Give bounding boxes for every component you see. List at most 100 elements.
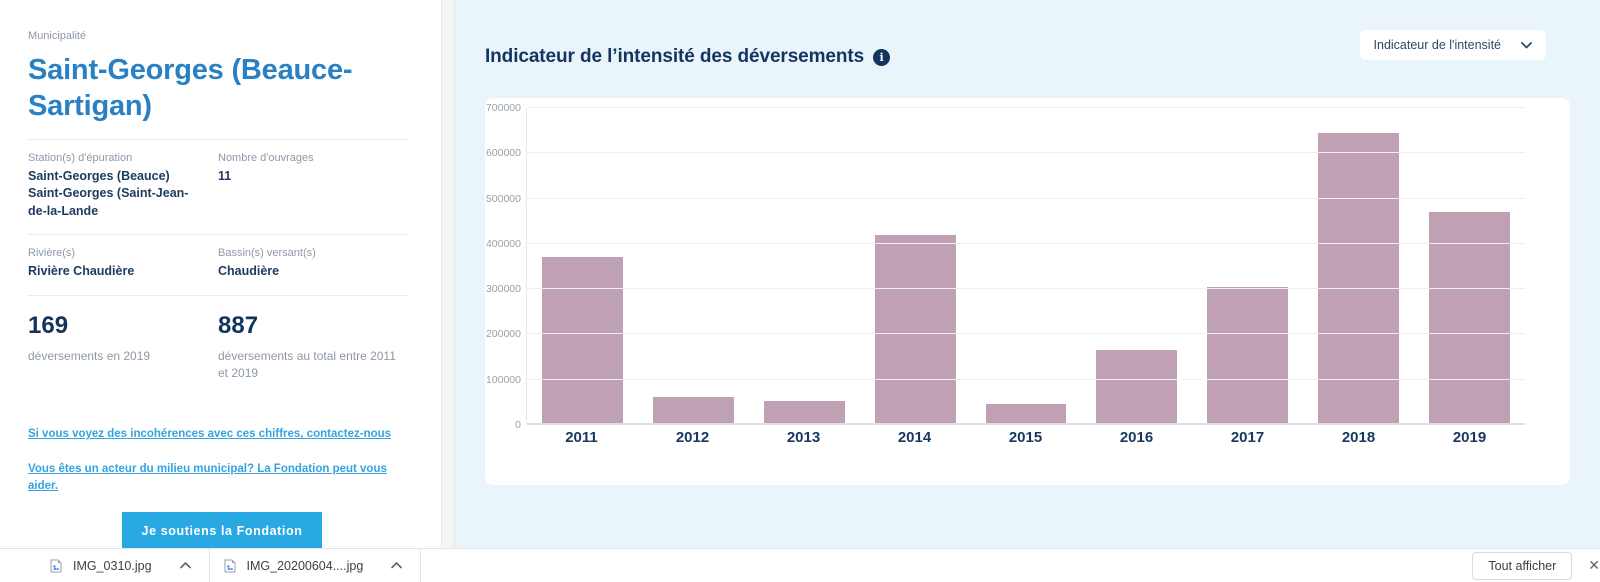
field-label: Station(s) d'épuration [28, 151, 133, 164]
download-item[interactable]: IMG_0310.jpg [36, 549, 210, 582]
gridline [527, 107, 1525, 108]
bars [527, 108, 1525, 425]
bar-2014[interactable] [874, 234, 956, 425]
bar-2011[interactable] [541, 257, 623, 425]
municipality-panel: Municipalité Saint-Georges (Beauce-Sarti… [0, 0, 441, 548]
municipality-label: Municipalité [28, 30, 87, 42]
show-all-downloads-button[interactable]: Tout afficher [1472, 551, 1573, 580]
divider [28, 234, 408, 235]
gridline [527, 423, 1525, 425]
support-foundation-button[interactable]: Je soutiens la Fondation [122, 512, 322, 548]
chevron-down-icon [1521, 41, 1532, 49]
bar-slot [1192, 108, 1303, 425]
gridline [527, 378, 1525, 380]
main-content: Municipalité Saint-Georges (Beauce-Sarti… [0, 0, 1600, 548]
x-tick-label: 2011 [565, 429, 598, 446]
gridline [527, 242, 1525, 244]
downloads-bar: IMG_0310.jpg IMG_20200604....jpg Tout af… [0, 548, 1600, 582]
stats-row: 169 déversements en 2019 887 déversement… [28, 312, 408, 383]
close-icon[interactable]: ✕ [1588, 557, 1600, 573]
bar-slot [527, 108, 638, 425]
field-bassins: Bassin(s) versant(s) Chaudière [218, 247, 408, 281]
field-value: Rivière Chaudière [28, 264, 135, 278]
bar-slot [971, 108, 1082, 425]
municipality-name: Saint-Georges (Beauce-Sartigan) [28, 54, 353, 123]
y-axis: 0 100000 200000 300000 400000 500000 600000 700… [485, 102, 523, 431]
field-label: Nombre d'ouvrages [218, 151, 314, 164]
x-tick-label: 2014 [897, 429, 932, 446]
x-axis: 2011 2012 2013 2014 2015 2016 2017 2018 2019 [526, 429, 1525, 449]
stat-total: 887 déversements au total entre 2011 et … [218, 312, 408, 383]
info-circle-icon[interactable]: i [873, 48, 891, 66]
x-tick-label: 2013 [786, 429, 821, 446]
bar-slot [1081, 108, 1192, 425]
x-tick-label: 2019 [1452, 429, 1487, 446]
municipal-actor-link[interactable]: Vous êtes un acteur du milieu municipal?… [28, 462, 387, 492]
divider [28, 294, 408, 296]
stat-value: 169 [28, 311, 69, 339]
y-tick-label: 200000 [485, 328, 521, 341]
download-filename: IMG_20200604....jpg [246, 558, 364, 573]
field-value: Chaudière [218, 264, 280, 278]
x-tick-label: 2017 [1230, 429, 1265, 446]
chart-panel: Indicateur de l'intensité Indicateur de … [455, 0, 1600, 548]
plot-area [526, 107, 1525, 425]
field-label: Bassin(s) versant(s) [218, 247, 316, 259]
y-tick-label: 500000 [485, 192, 521, 205]
x-tick-label: 2018 [1341, 429, 1376, 446]
image-file-icon [50, 559, 62, 573]
scrollbar[interactable] [441, 0, 455, 548]
bar-slot [749, 108, 860, 425]
fields-row-1: Station(s) d'épuration Saint-Georges (Be… [28, 152, 408, 221]
x-tick-label: 2012 [675, 429, 710, 446]
bar-slot [860, 108, 971, 425]
y-tick-label: 100000 [485, 373, 521, 386]
bar-2013[interactable] [763, 401, 845, 425]
download-item[interactable]: IMG_20200604....jpg [210, 549, 422, 582]
field-value: Saint-Georges (Beauce) Saint-Georges (Sa… [28, 168, 189, 218]
y-tick-label: 0 [515, 419, 521, 431]
download-filename: IMG_0310.jpg [73, 558, 152, 573]
bar-slot [1303, 108, 1414, 425]
x-tick-label: 2016 [1119, 429, 1154, 446]
divider [28, 138, 408, 140]
dropdown-selected-value: Indicateur de l'intensité [1373, 38, 1501, 52]
field-value: 11 [218, 168, 232, 183]
y-tick-label: 400000 [485, 237, 521, 250]
gridline [527, 333, 1525, 335]
gridline [527, 197, 1525, 199]
x-tick-label: 2015 [1008, 429, 1043, 446]
field-label: Rivière(s) [28, 247, 76, 259]
chart-title: Indicateur de l’intensité des déversemen… [485, 46, 865, 67]
gridline [527, 288, 1525, 290]
bar-2016[interactable] [1096, 350, 1178, 425]
stat-2019: 169 déversements en 2019 [28, 312, 218, 383]
indicator-dropdown[interactable]: Indicateur de l'intensité [1359, 30, 1546, 60]
gridline [527, 152, 1525, 154]
image-file-icon [224, 559, 236, 573]
chart-header: Indicateur de l’intensité des déversemen… [485, 46, 1570, 68]
bar-slot [1414, 108, 1525, 425]
stat-value: 887 [218, 311, 259, 339]
field-stations: Station(s) d'épuration Saint-Georges (Be… [28, 152, 218, 221]
y-tick-label: 300000 [485, 283, 521, 296]
contact-link[interactable]: Si vous voyez des incohérences avec ces … [28, 428, 392, 441]
stat-caption: déversements au total entre 2011 et 2019 [218, 348, 396, 380]
bar-slot [638, 108, 749, 425]
chevron-up-icon[interactable] [179, 562, 191, 569]
stat-caption: déversements en 2019 [28, 348, 151, 363]
chevron-up-icon[interactable] [391, 562, 403, 569]
links-block: Si vous voyez des incohérences avec ces … [28, 426, 408, 495]
bar-2019[interactable] [1429, 212, 1511, 425]
bar-2015[interactable] [985, 403, 1067, 425]
bar-chart: 0 100000 200000 300000 400000 500000 600000 700… [485, 98, 1570, 485]
y-tick-label: 700000 [485, 102, 521, 114]
bar-2017[interactable] [1207, 286, 1289, 425]
bar-2012[interactable] [652, 396, 734, 425]
y-tick-label: 600000 [485, 147, 521, 160]
bar-2018[interactable] [1318, 132, 1400, 425]
fields-row-2: Rivière(s) Rivière Chaudière Bassin(s) v… [28, 247, 408, 281]
field-ouvrages: Nombre d'ouvrages 11 [218, 152, 408, 221]
field-rivieres: Rivière(s) Rivière Chaudière [28, 247, 218, 281]
